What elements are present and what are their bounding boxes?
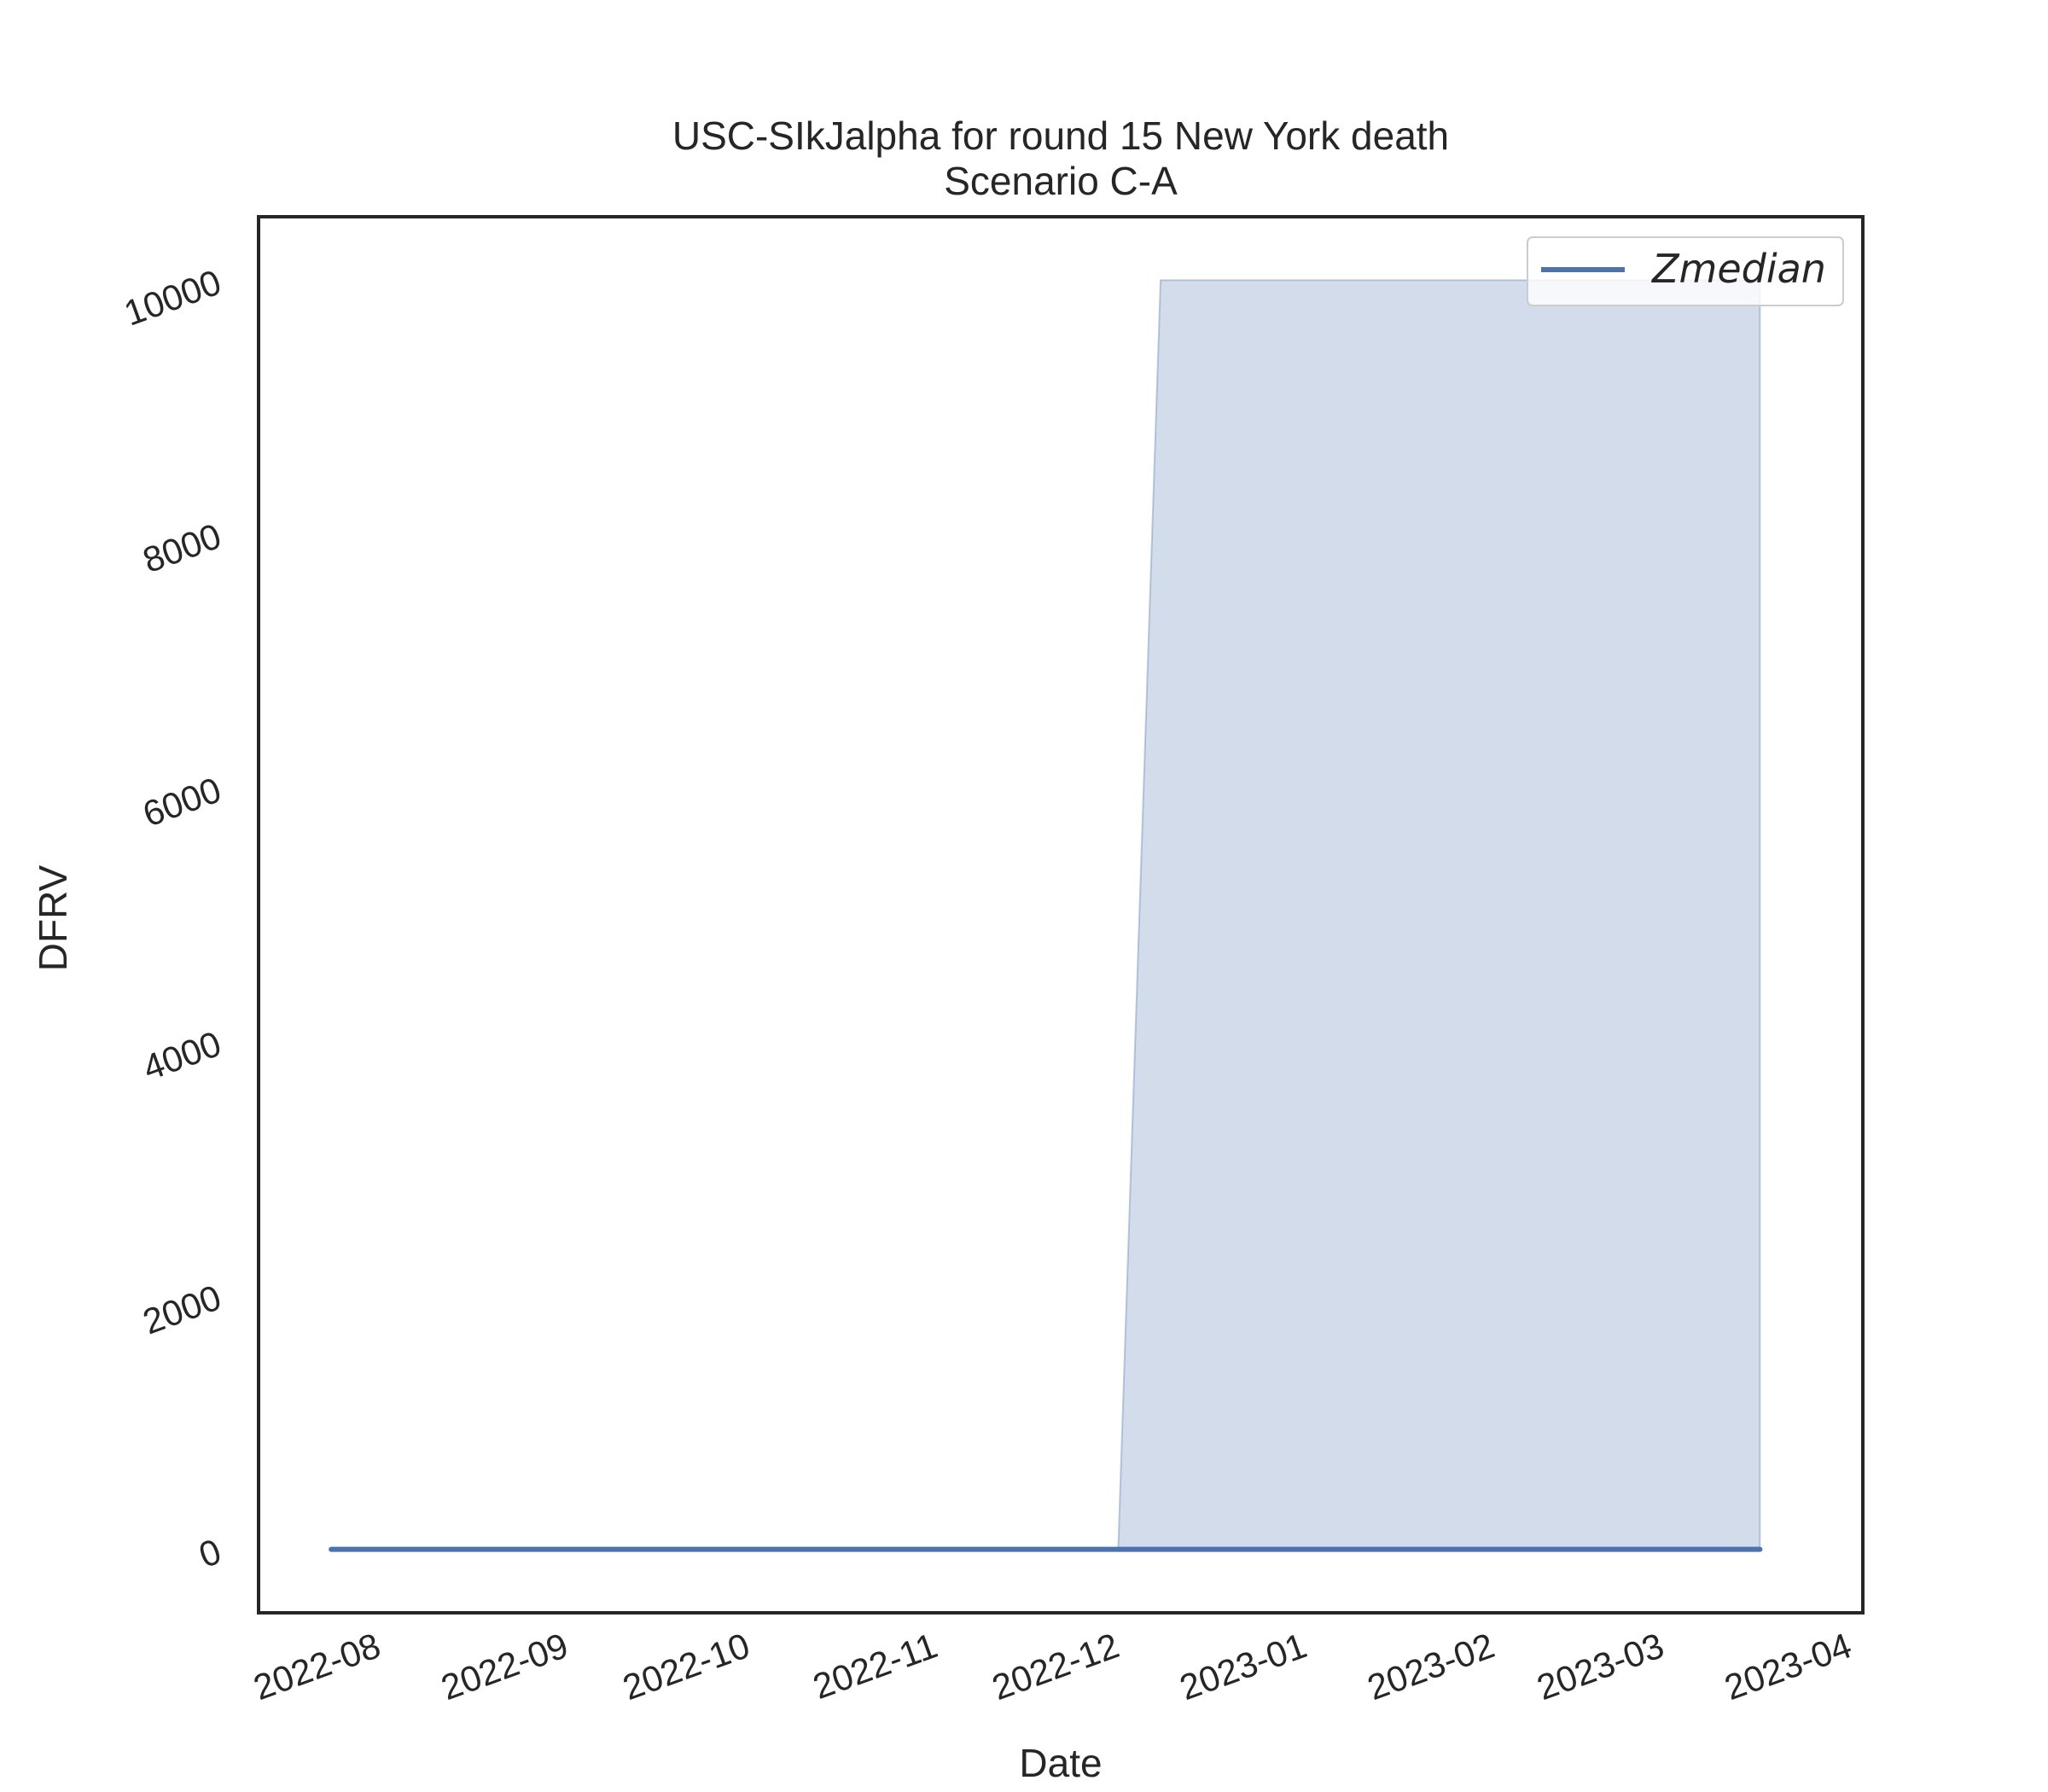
y-axis-label: DFRV [31, 864, 75, 971]
x-tick-label: 2022-11 [807, 1625, 942, 1707]
legend-label-zmedian: Zmedian [1650, 246, 1826, 292]
confidence-band-layer [1117, 279, 1761, 1551]
chart-title: USC-SIkJalpha for round 15 New York deat… [672, 113, 1449, 158]
y-tick-label: 0 [194, 1531, 226, 1575]
plot-frame [257, 215, 1865, 1615]
chart-subtitle: Scenario C-A [944, 159, 1178, 203]
x-tick-label: 2023-02 [1362, 1625, 1499, 1708]
x-tick-label: 2023-04 [1719, 1625, 1857, 1708]
x-tick-label: 2022-12 [986, 1625, 1124, 1708]
x-tick-label: 2022-10 [618, 1625, 755, 1708]
y-tick-labels: 0 2000 4000 6000 8000 10000 [119, 262, 226, 1575]
x-tick-labels: 2022-08 2022-09 2022-10 2022-11 2022-12 2023-… [248, 1625, 1857, 1708]
x-tick-label: 2022-09 [436, 1625, 573, 1708]
y-tick-label: 2000 [137, 1277, 226, 1341]
y-tick-label: 6000 [137, 770, 226, 835]
y-tick-label: 4000 [137, 1023, 226, 1088]
x-tick-label: 2023-01 [1174, 1625, 1312, 1708]
legend: Zmedian [1527, 236, 1844, 306]
y-tick-label: 8000 [137, 515, 226, 580]
confidence-band [1117, 279, 1761, 1551]
x-tick-label: 2022-08 [248, 1625, 386, 1708]
x-axis-label: Date [1019, 1741, 1102, 1785]
x-tick-label: 2023-03 [1532, 1625, 1669, 1708]
y-tick-label: 10000 [119, 262, 226, 334]
legend-box [1527, 236, 1844, 306]
